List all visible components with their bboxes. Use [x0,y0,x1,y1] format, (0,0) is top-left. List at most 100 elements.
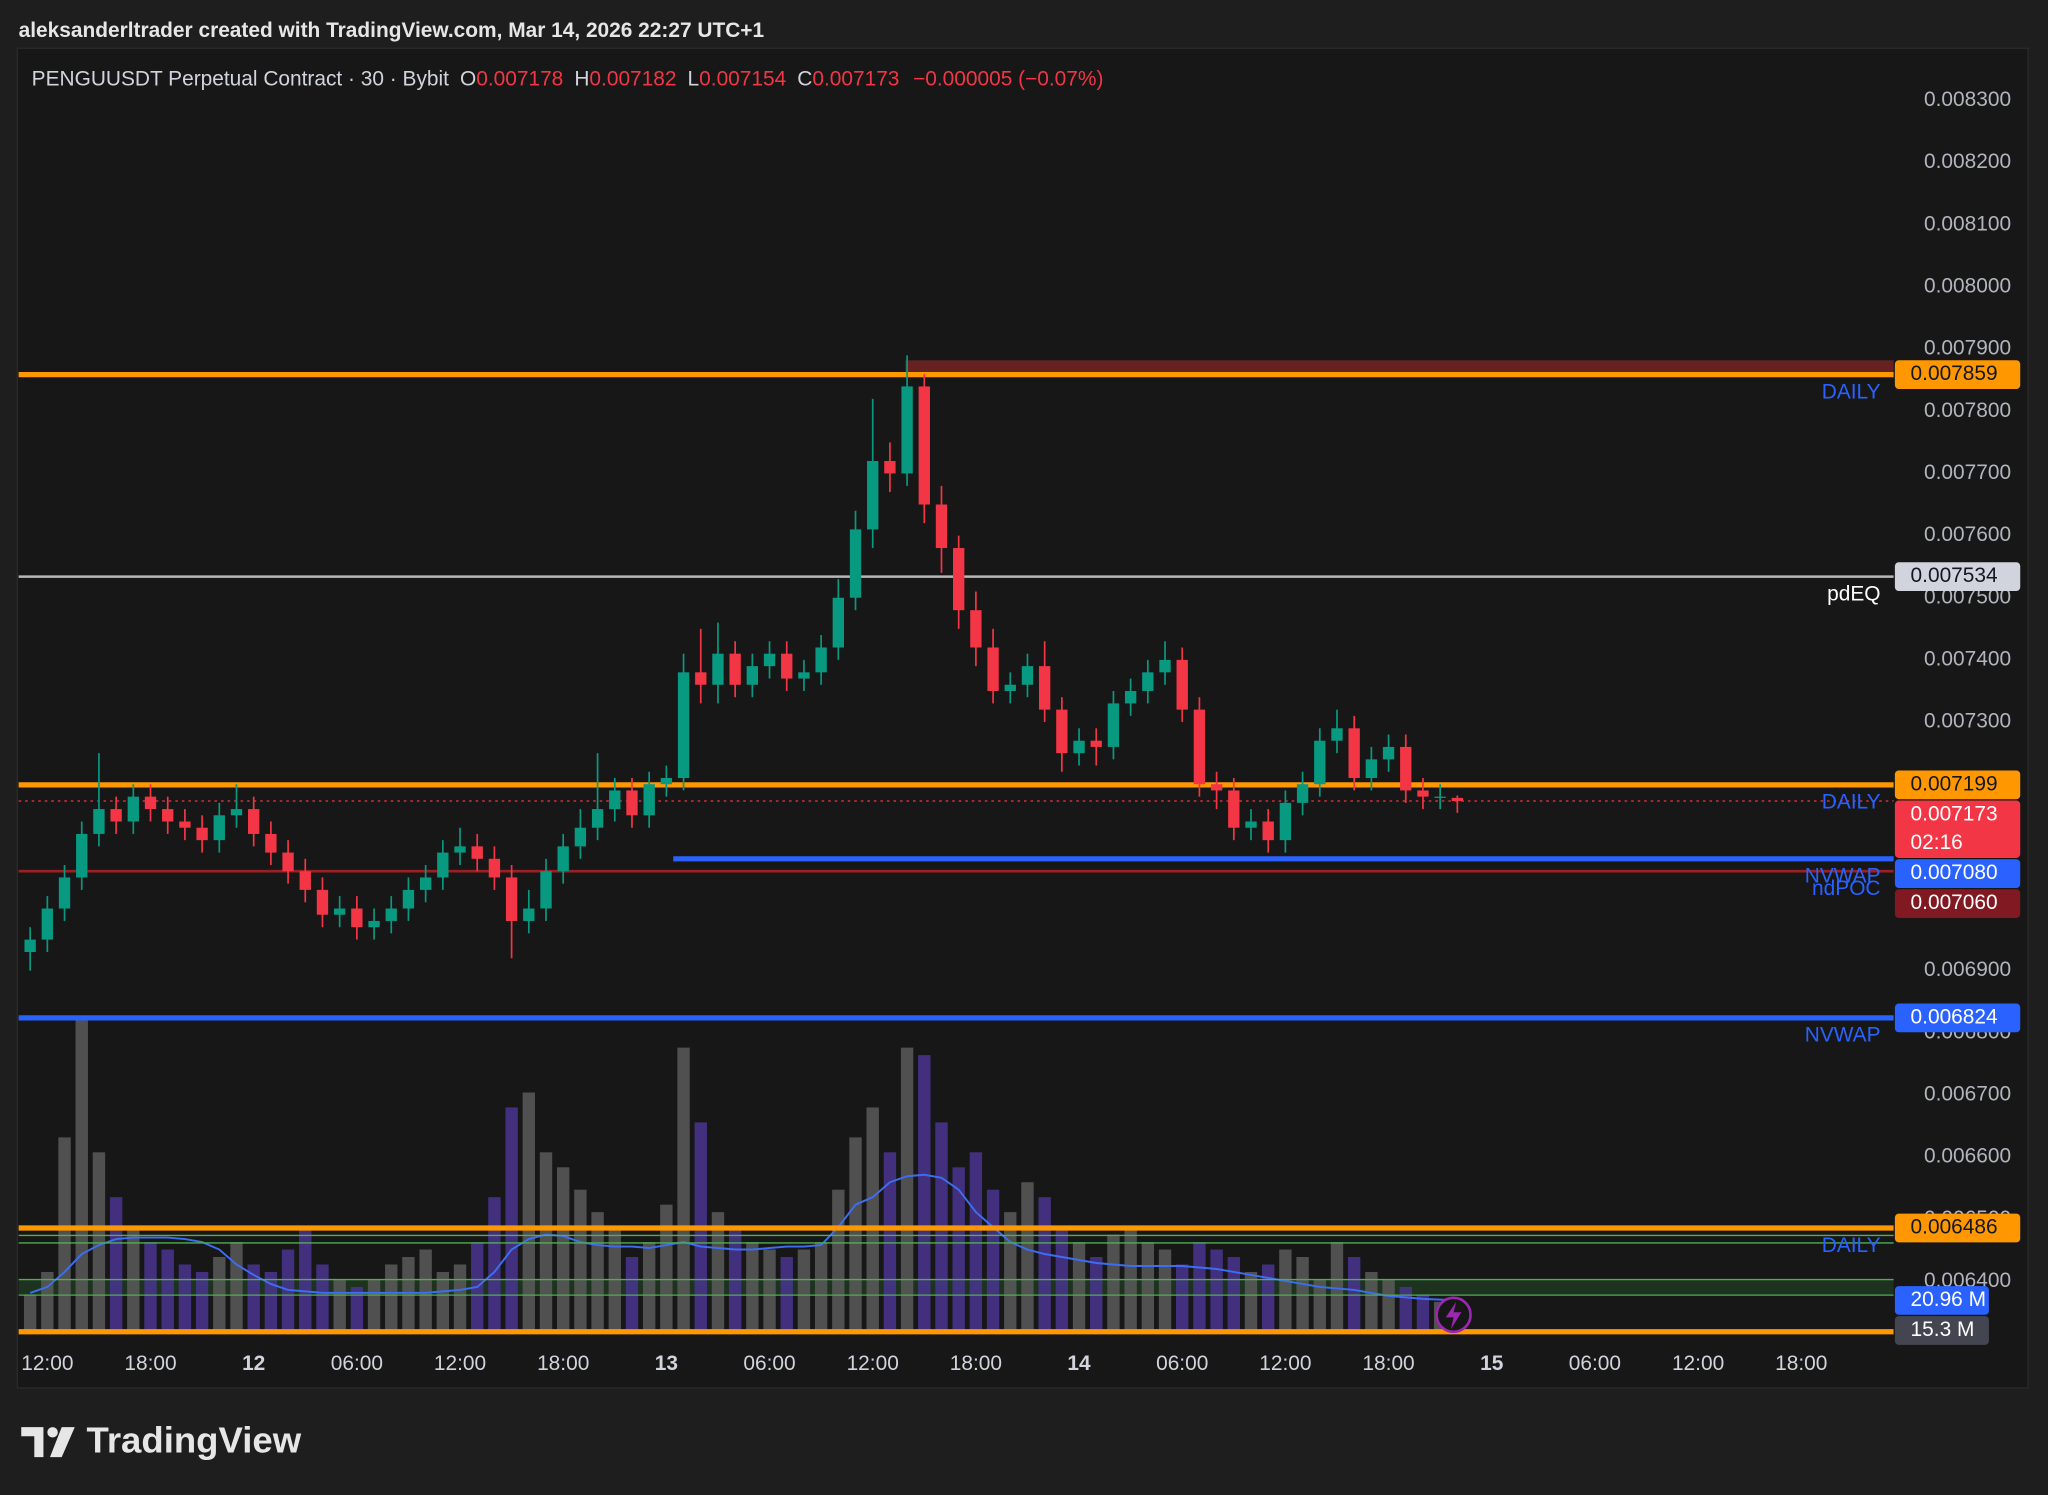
volume-bar [436,1271,450,1332]
logo-text: TradingView [87,1419,302,1460]
volume-bar [642,1242,656,1332]
candle-body [1348,728,1360,779]
candle-body [970,610,982,648]
legend-value: 0.007154 [699,67,786,90]
logo-mark [49,1427,75,1458]
volume-bar [660,1204,673,1332]
footer-logo: TradingView [21,1419,302,1460]
price-tag [1894,1003,2021,1033]
alert-bolt [1445,1301,1462,1330]
candle-body [488,858,501,878]
x-tick-label: 18:00 [124,1352,176,1375]
volume-bar [367,1279,381,1332]
volume-bar [195,1271,209,1332]
candle-body [41,908,54,940]
volume-bar [178,1264,192,1332]
candle-body [1228,790,1240,828]
candle-body [127,796,139,822]
volume-bar [1090,1257,1103,1332]
candle-body [1331,728,1343,741]
legend-value: 0.007182 [589,67,676,90]
volume-bar [883,1152,897,1332]
volume-bar [1227,1257,1240,1332]
y-tick-label: 0.007300 [1924,710,2011,733]
candle-body [213,815,225,841]
volume-bar [574,1189,587,1332]
volume-bar [144,1242,157,1332]
candle-body [935,504,948,549]
candle-body [230,809,243,816]
price-tag-label: 0.007173 [1911,802,1998,825]
y-tick-label: 0.006600 [1924,1145,2011,1168]
candle-body [781,653,793,679]
x-tick-label: 15 [1480,1352,1504,1375]
candle-body [24,939,36,953]
volume-bar [1193,1242,1206,1332]
legend-value: 0.007173 [812,67,899,90]
candle-body [849,529,862,598]
candle-body [402,889,415,909]
level-name: NVWAP [1805,865,1881,888]
candle-body [1296,784,1309,803]
price-tag-label: 0.007859 [1911,362,1998,385]
volume-bar [1072,1242,1086,1332]
volume-bar [797,1249,811,1332]
volume-bar [1347,1257,1361,1332]
y-tick-label: 0.008200 [1924,150,2011,173]
candle-body [265,833,277,853]
y-tick-label: 0.007600 [1924,523,2011,546]
alert-icon[interactable] [1435,1296,1472,1334]
candle-body [179,821,191,828]
candle-body [1021,666,1034,685]
volume-bar [952,1167,965,1332]
candle-body [1314,740,1326,785]
volume-bar [41,1271,54,1332]
candle-body [76,833,88,878]
x-tick-label: 06:00 [1569,1352,1621,1375]
volume-bar [1244,1271,1258,1332]
candle-body [1038,666,1051,710]
volume-tag [1894,1286,1989,1315]
volume-bar [711,1212,725,1332]
volume-bar [230,1242,243,1332]
candle-body [712,653,724,685]
level-name: NVWAP [1805,1024,1881,1047]
candle-body [454,846,466,853]
volume-bar [453,1264,467,1332]
candle-body [1279,802,1292,841]
candle-body [901,386,913,474]
volume-bar [92,1152,106,1332]
candle-body [677,672,690,779]
x-tick-label: 18:00 [1362,1352,1414,1375]
candle-body [609,790,621,810]
x-tick-label: 12:00 [847,1352,899,1375]
x-tick-label: 13 [655,1352,678,1375]
logo-mark [47,1427,58,1438]
volume-bar [213,1257,226,1332]
candle-body [1451,797,1464,801]
candle-body [144,796,157,810]
volume-bar [333,1279,346,1332]
price-tag-label: 0.007534 [1911,564,1998,587]
x-tick-label: 12:00 [434,1352,486,1375]
price-tag-label: 0.006824 [1911,1005,1998,1028]
volume-bar [75,1017,88,1332]
candle-body [540,871,552,909]
volume-bar [1107,1234,1120,1332]
volume-tag-label: 15.3 M [1911,1318,1975,1341]
volume-bar [264,1271,278,1332]
volume-bar [625,1257,639,1332]
candle-body [1417,790,1429,797]
candle-body [523,908,535,921]
candle-body [953,548,965,611]
y-tick-label: 0.008100 [1924,212,2011,235]
volume-bar [1296,1257,1309,1332]
level-name: DAILY [1822,791,1881,814]
candle-body [1365,759,1378,779]
price-tag [1894,770,2021,800]
candle-body [1382,746,1395,760]
x-tick-label: 12 [242,1352,265,1375]
candle-body [1434,796,1446,798]
candle-body [110,809,122,822]
